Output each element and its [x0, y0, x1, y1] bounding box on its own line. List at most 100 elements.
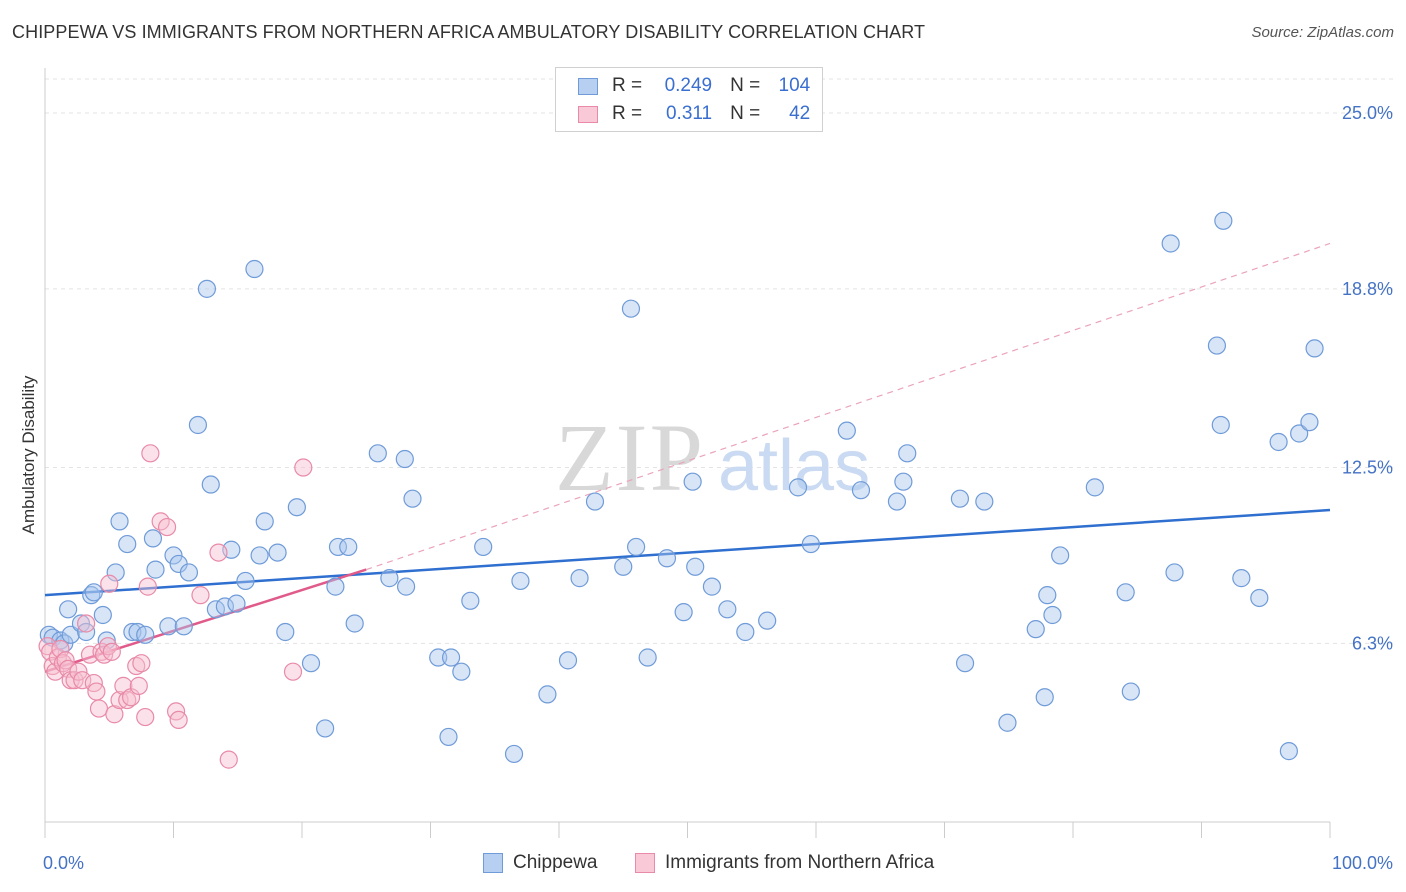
- grid-lines: [45, 78, 1395, 644]
- chippewa-point: [61, 625, 80, 644]
- chippewa-point: [1207, 336, 1227, 355]
- legend-r-label: R =: [612, 103, 643, 124]
- legend-row-chippewa: R = 0.249 N = 104: [578, 73, 810, 99]
- immigrants-point: [80, 645, 100, 664]
- immigrants-point: [132, 654, 151, 673]
- immigrants-point: [53, 654, 73, 673]
- chippewa-point: [1043, 605, 1062, 625]
- y-tick-label: 6.3%: [1352, 633, 1393, 653]
- chippewa-point: [328, 537, 348, 557]
- chippewa-point: [236, 571, 255, 591]
- chippewa-point: [1300, 413, 1319, 432]
- immigrants-point: [102, 642, 121, 661]
- y-axis-label: Ambulatory Disability: [19, 375, 38, 534]
- chippewa-point: [345, 614, 364, 633]
- chippewa-point: [429, 648, 448, 667]
- legend-swatch-blue: [578, 77, 598, 95]
- chippewa-point: [227, 594, 246, 613]
- immigrants-point: [105, 705, 124, 724]
- chippewa-point: [301, 654, 321, 673]
- chippewa-point: [380, 569, 399, 588]
- bottom-legend-swatch-pink: [635, 853, 655, 873]
- chippewa-point: [504, 744, 524, 764]
- chippewa-point: [1116, 583, 1135, 602]
- chippewa-point: [143, 529, 163, 548]
- tick-labels: 6.3% 12.5% 18.8% 25.0% 0.0% 100.0%: [43, 103, 1393, 873]
- chippewa-point: [276, 622, 295, 642]
- chippewa-point: [1026, 620, 1045, 639]
- chippewa-point: [201, 475, 220, 494]
- immigrants-point: [283, 662, 303, 681]
- legend: R = 0.249 N = 104 R = 0.311 N = 42: [555, 67, 823, 132]
- chippewa-point: [702, 577, 722, 596]
- chippewa-point: [558, 651, 578, 670]
- immigrants-point: [157, 517, 177, 537]
- legend-n-label: N =: [730, 75, 761, 96]
- chippewa-point: [1290, 424, 1309, 443]
- chippewa-point: [97, 631, 116, 650]
- chippewa-point: [93, 605, 112, 625]
- chippewa-point: [215, 597, 234, 616]
- chippewa-point: [1211, 415, 1230, 435]
- legend-r-value: 0.311: [665, 103, 713, 124]
- chippewa-point: [118, 534, 137, 554]
- chippewa-point: [452, 662, 471, 681]
- chippewa-point: [188, 415, 208, 435]
- axes: [44, 68, 1331, 838]
- y-tick-label: 25.0%: [1342, 103, 1393, 123]
- chippewa-point: [106, 563, 125, 582]
- bottom-legend-chippewa: Chippewa: [483, 852, 598, 874]
- chippewa-point: [1038, 586, 1057, 605]
- watermark: ZIP atlas: [555, 404, 870, 511]
- chippewa-point: [197, 279, 217, 298]
- bottom-legend-label: Immigrants from Northern Africa: [665, 852, 935, 873]
- chippewa-point: [441, 648, 461, 667]
- bottom-legend-label: Chippewa: [513, 852, 598, 873]
- immigrants-point: [77, 614, 96, 633]
- chippewa-point: [894, 472, 913, 491]
- chippewa-point: [674, 603, 693, 622]
- immigrants-point: [69, 662, 88, 681]
- chippewa-point: [887, 492, 907, 511]
- chippewa-point: [316, 719, 335, 738]
- chippewa-point: [638, 648, 657, 667]
- immigrants-point: [65, 671, 84, 690]
- chippewa-point: [84, 583, 103, 602]
- chippewa-point: [511, 571, 530, 591]
- immigrants-point: [191, 586, 210, 605]
- chippewa-point: [1165, 563, 1184, 582]
- chippewa-point: [245, 259, 264, 279]
- immigrants-point: [51, 639, 70, 659]
- legend-n-label: N =: [730, 103, 761, 124]
- chippewa-point: [585, 492, 605, 511]
- immigrants-point: [127, 656, 146, 676]
- chippewa-point: [621, 299, 641, 318]
- chippewa-point: [998, 713, 1017, 732]
- chippewa-point: [975, 492, 994, 511]
- chippewa-point: [179, 563, 199, 582]
- immigrants-trend-extension: [366, 242, 1331, 571]
- chippewa-point: [82, 586, 101, 605]
- immigrants-point: [73, 671, 92, 690]
- chippewa-point: [403, 489, 422, 508]
- bottom-legend: Chippewa Immigrants from Northern Africa: [0, 852, 1406, 878]
- chippewa-point: [71, 614, 91, 633]
- chippewa-point: [136, 625, 155, 644]
- immigrants-point: [219, 750, 238, 769]
- legend-swatch-pink: [578, 105, 598, 123]
- chippewa-point: [461, 591, 480, 610]
- chippewa-point: [326, 577, 345, 596]
- immigrants-point: [138, 577, 157, 596]
- chippewa-point: [268, 543, 287, 562]
- chippewa-point: [898, 444, 917, 463]
- immigrants-point: [169, 710, 188, 730]
- bottom-legend-swatch-blue: [483, 853, 503, 873]
- legend-n-value: 42: [789, 103, 811, 124]
- chippewa-point: [851, 481, 871, 500]
- chippewa-point: [146, 560, 165, 579]
- legend-r-label: R =: [612, 75, 643, 96]
- immigrants-point: [141, 444, 160, 463]
- legend-n-value: 104: [778, 75, 811, 96]
- chippewa-point: [1161, 234, 1180, 253]
- chippewa-point: [368, 444, 387, 463]
